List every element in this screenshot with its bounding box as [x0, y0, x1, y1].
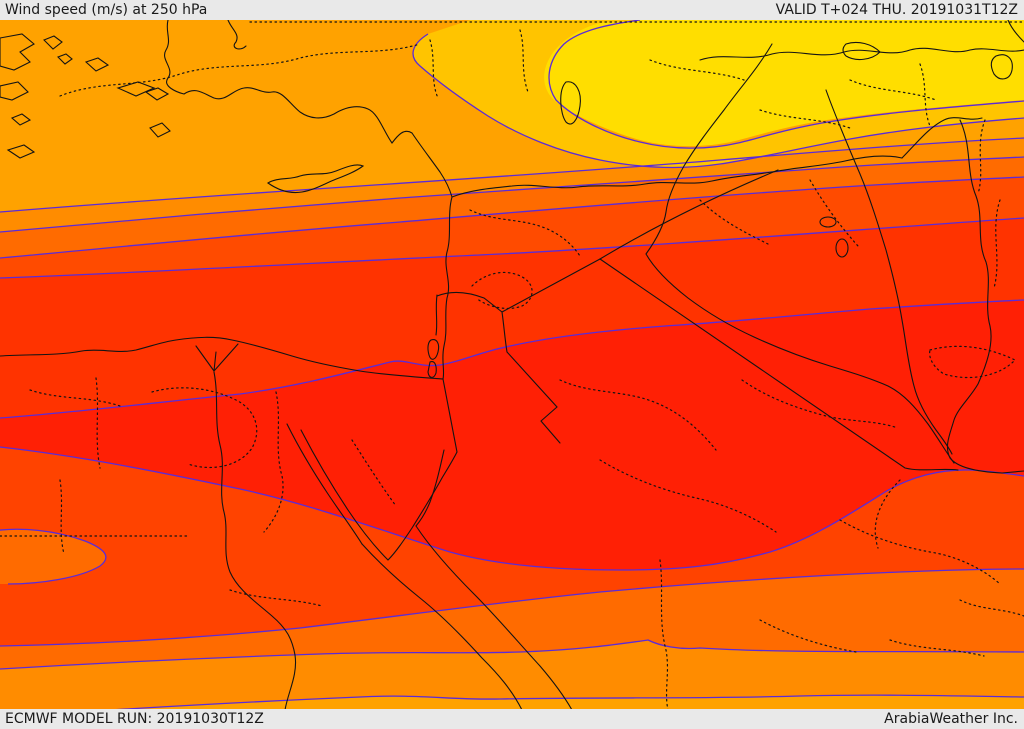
jordan-iraq-border: [501, 258, 601, 313]
wind-speed-bands: [0, 20, 1024, 710]
header-bar: Wind speed (m/s) at 250 hPa VALID T+024 …: [0, 0, 1024, 20]
valid-time-label: VALID T+024 THU. 20191031T12Z: [775, 2, 1018, 18]
jordan-north-border: [436, 291, 503, 313]
tigris-river: [825, 89, 953, 455]
euphrates-river: [645, 43, 955, 464]
iraq-saudi-border: [599, 258, 959, 471]
turkey-northeast-border: [699, 47, 1024, 61]
israel-egypt-border: [442, 378, 458, 453]
iraq-lake-1: [819, 216, 837, 228]
wind-speed-map: [0, 20, 1024, 710]
branding-label: ArabiaWeather Inc.: [884, 711, 1018, 727]
turkey-syria-border: [451, 155, 903, 198]
nile-delta-branches: [195, 343, 239, 372]
turkey-iraq-border: [901, 117, 983, 159]
marmara-inlet: [227, 20, 247, 50]
lake-urmia: [990, 54, 1013, 80]
syria-iraq-border: [599, 169, 779, 260]
aegean-coast-islands: [0, 33, 171, 159]
cyprus-coastline: [266, 164, 365, 194]
jordan-rift-dead-sea: [427, 294, 440, 378]
lake-tuz: [560, 81, 581, 125]
jordan-saudi-border: [501, 311, 561, 444]
lakes: [560, 20, 1024, 258]
map-title: Wind speed (m/s) at 250 hPa: [5, 2, 208, 18]
footer-bar: ECMWF MODEL RUN: 20191030T12Z ArabiaWeat…: [0, 709, 1024, 729]
admin-boundaries-dotted: [0, 21, 1024, 710]
country-borders: [0, 20, 1024, 710]
contour-lines: [0, 20, 1024, 710]
turkey-coastline: [164, 20, 453, 198]
levant-coastline: [442, 196, 453, 380]
model-run-label: ECMWF MODEL RUN: 20191030T12Z: [5, 711, 264, 727]
map-canvas[interactable]: [0, 20, 1024, 710]
red-sea-coastlines: [286, 423, 573, 710]
egypt-coastline: [0, 336, 444, 380]
iraq-lake-2: [835, 238, 849, 258]
caspian-corner: [1007, 20, 1024, 43]
nile-river: [213, 371, 297, 710]
lake-van: [842, 41, 881, 61]
